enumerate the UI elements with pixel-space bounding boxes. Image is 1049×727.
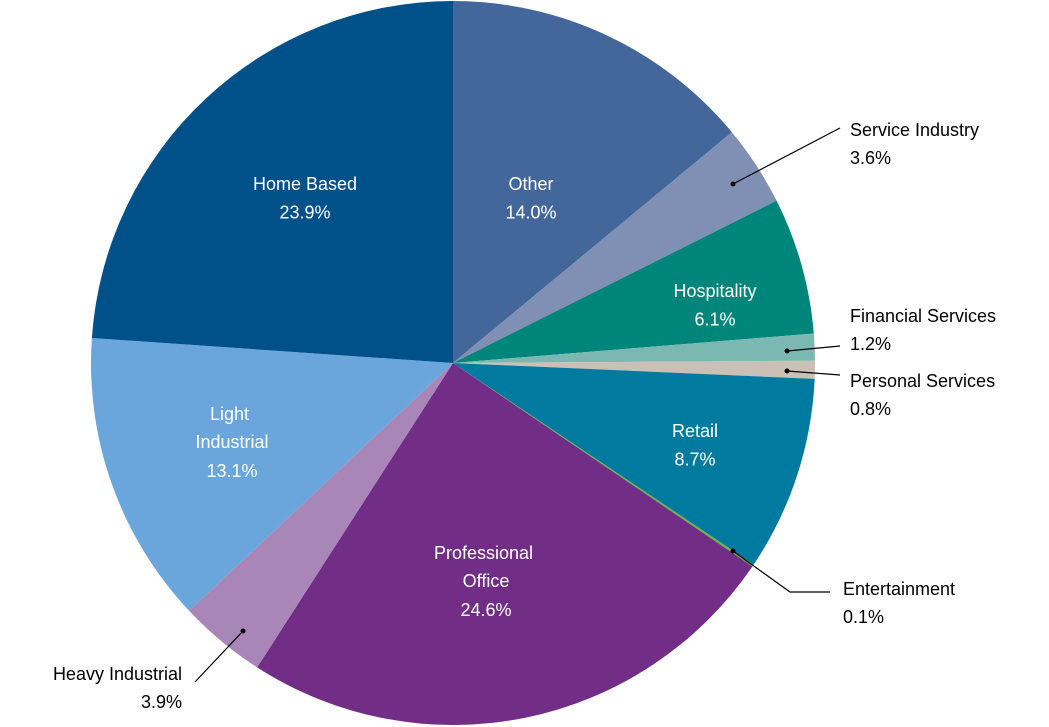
leader-dot [730,181,736,187]
value-label: 0.1% [843,607,884,627]
value-label: 0.8% [850,399,891,419]
leader-line [194,630,244,683]
leader-line [732,550,830,593]
leader-dot [730,548,736,554]
pie-slice [257,363,753,725]
leader-line [732,127,841,185]
label-line: Office [463,571,510,591]
slice-label: Heavy Industrial [53,664,182,684]
slice-label: Home Based [253,174,357,194]
pie-slice [453,132,777,363]
label-line: Industrial [195,432,268,452]
value-label: 3.6% [850,148,891,168]
leader-dot [240,628,246,634]
slice-label: Personal Services [850,371,995,391]
slice-label: Professional Office [434,543,538,591]
value-label: 6.1% [694,309,735,329]
leader-line [786,370,841,376]
value-label: 3.9% [141,692,182,712]
slice-label: Entertainment [843,579,955,599]
pie-slice [453,360,815,379]
slice-label: Other [508,174,553,194]
pie-slice [453,200,814,363]
pie-slice [91,338,453,611]
value-label: 1.2% [850,334,891,354]
value-label: 24.6% [460,600,511,620]
value-label: 8.7% [674,449,715,469]
leader-dot [784,368,790,374]
value-label: 23.9% [279,202,330,222]
slice-label: Hospitality [673,281,756,301]
pie-slice [453,363,754,567]
slice-label: Light Industrial [195,404,268,452]
leader-dot [784,348,790,354]
pie-slice [453,1,732,363]
label-line: Professional [434,543,538,563]
value-label: 14.0% [505,202,556,222]
slice-label: Financial Services [850,306,996,326]
pie-slice [453,333,815,363]
value-label: 13.1% [206,461,257,481]
pie-slice [453,363,815,565]
slice-label: Retail [672,421,718,441]
slice-label: Service Industry [850,120,979,140]
pie-slice [189,363,454,668]
pie-slice [91,1,454,363]
label-line: Light [210,404,254,424]
leader-line [786,345,841,352]
